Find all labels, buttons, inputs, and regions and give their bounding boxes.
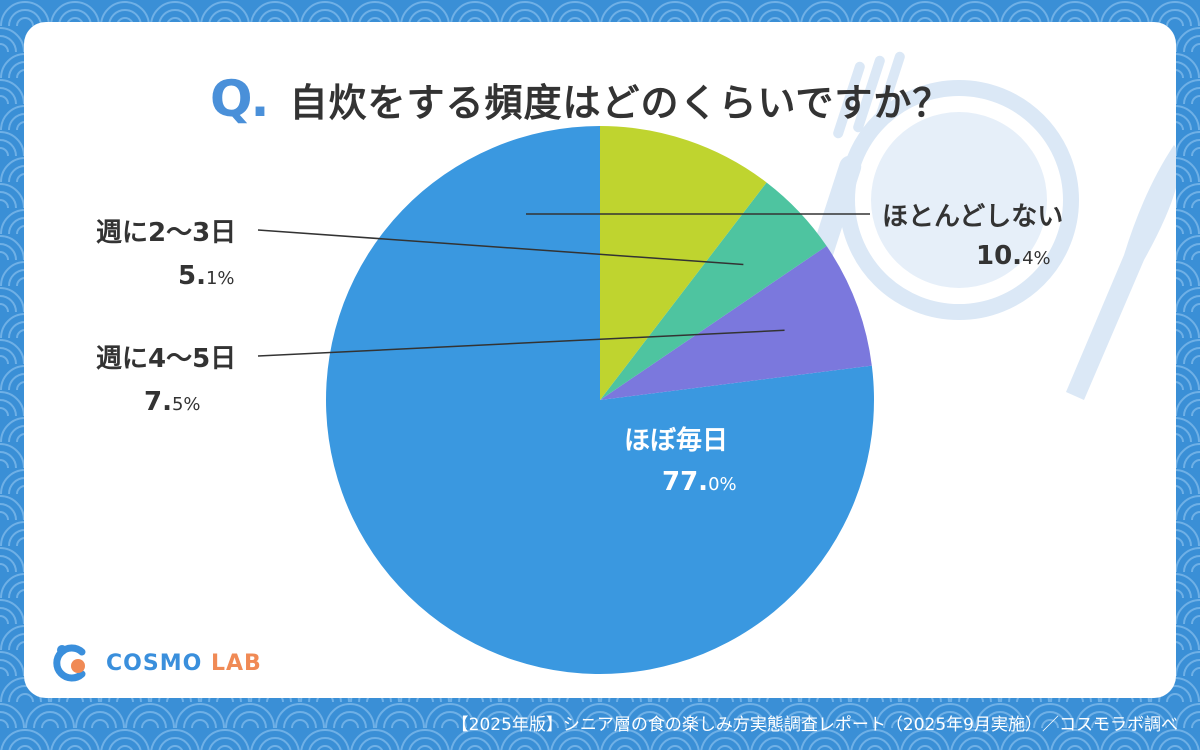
slice-name: ほとんどしない <box>882 202 1064 232</box>
source-footer: 【2025年版】シニア層の食の楽しみ方実態調査レポート（2025年9月実施）／コ… <box>451 715 1178 735</box>
leader-line-2 <box>257 229 744 266</box>
slice-value: 10.4% <box>976 241 1051 271</box>
logo-mark-icon <box>53 644 86 682</box>
leader-line-1 <box>257 329 785 357</box>
slice-value: 7.5% <box>144 387 201 417</box>
slice-value: 5.1% <box>178 261 235 291</box>
pie-slice-1 <box>600 245 872 400</box>
slice-label-rarely: ほとんどしない 10.4% <box>882 196 1063 271</box>
logo-brand: COSMO <box>106 650 203 676</box>
question-title: 自炊をする頻度はどのくらいですか？ <box>289 80 952 125</box>
q-mark: Q. <box>210 70 269 128</box>
slice-name: ほぼ毎日 <box>624 426 729 456</box>
slice-label-2-3days: 週に2〜3日 5.1% <box>96 212 236 291</box>
slice-name: 週に4〜5日 <box>96 344 237 374</box>
cosmo-lab-logo: COSMO LAB <box>48 642 262 684</box>
logo-suffix: LAB <box>210 650 262 676</box>
slice-name: 週に2〜3日 <box>96 218 237 248</box>
slice-label-4-5days: 週に4〜5日 7.5% <box>96 338 236 417</box>
slice-label-daily: ほぼ毎日 77.0% <box>624 420 737 497</box>
title-row: Q. 自炊をする頻度はどのくらいですか？ <box>210 64 951 134</box>
logo-text: COSMO LAB <box>106 651 262 676</box>
pie-slice-2 <box>600 182 827 400</box>
slice-value: 77.0% <box>662 467 737 497</box>
pie-slice-3 <box>600 126 767 400</box>
